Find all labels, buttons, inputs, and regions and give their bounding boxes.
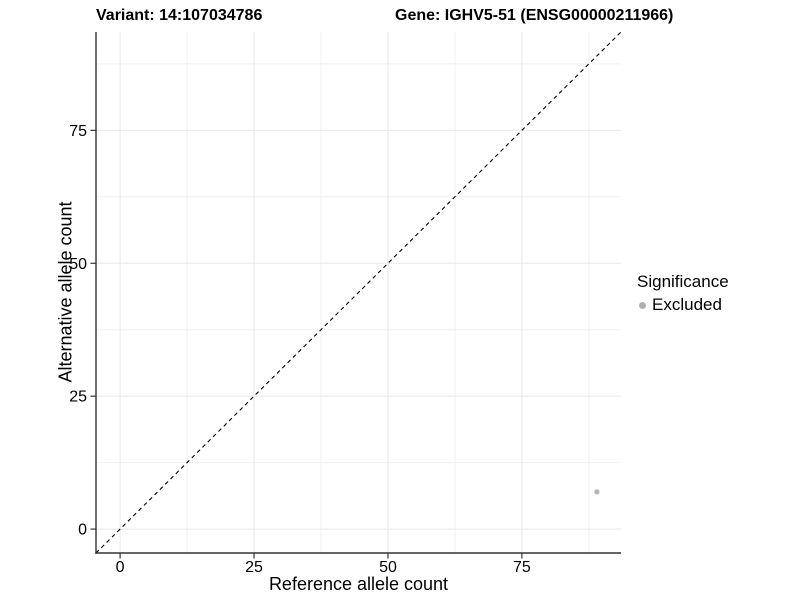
y-tick-label: 50 — [69, 256, 87, 273]
x-tick-label: 0 — [116, 559, 125, 576]
x-tick-label: 50 — [379, 559, 397, 576]
legend-item-label: Excluded — [652, 295, 722, 314]
legend: Significance Excluded — [637, 272, 729, 315]
legend-item: Excluded — [637, 295, 729, 315]
y-tick-label: 0 — [78, 522, 87, 539]
data-point — [594, 489, 600, 495]
y-tick-label: 75 — [69, 123, 87, 140]
y-tick-label: 25 — [69, 389, 87, 406]
identity-line — [95, 31, 622, 554]
x-tick-label: 75 — [513, 559, 531, 576]
legend-items: Excluded — [637, 295, 729, 315]
legend-title: Significance — [637, 272, 729, 291]
plot-title-gene: Gene: IGHV5-51 (ENSG00000211966) — [395, 7, 674, 24]
x-tick-label: 25 — [245, 559, 263, 576]
x-axis-title: Reference allele count — [268, 574, 449, 594]
plot-title-variant: Variant: 14:107034786 — [96, 7, 263, 24]
legend-key-dot-icon — [639, 301, 646, 309]
y-axis-title: Alternative allele count — [55, 201, 76, 383]
